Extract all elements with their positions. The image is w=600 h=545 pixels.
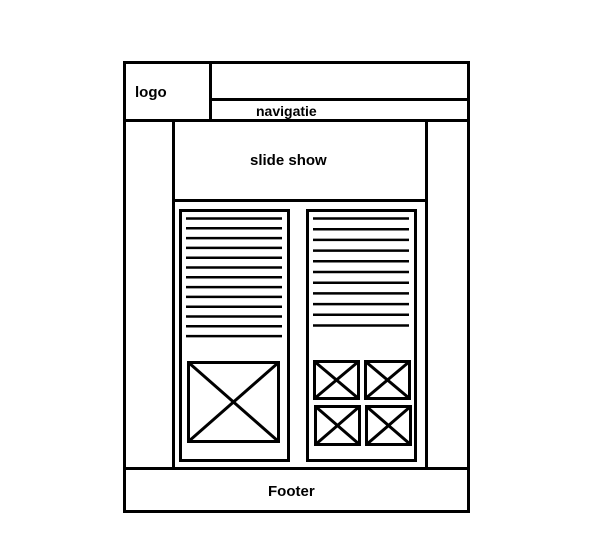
navigation-label: navigatie: [256, 103, 317, 119]
content-area: [124, 120, 469, 470]
right-image-placeholder: [314, 405, 361, 446]
footer-label: Footer: [268, 483, 315, 500]
right-image-placeholder: [365, 405, 412, 446]
left-image-placeholder: [187, 361, 280, 443]
left-column: [179, 209, 290, 462]
right-text-lines: [313, 217, 409, 327]
right-image-placeholder: [313, 360, 360, 400]
image-placeholder-cross: [364, 360, 411, 400]
right-image-placeholder: [364, 360, 411, 400]
image-placeholder-frame: [313, 360, 360, 400]
image-placeholder-cross: [187, 361, 280, 443]
image-placeholder-frame: [364, 360, 411, 400]
left-column-frame: [179, 209, 290, 462]
slideshow-label: slide show: [250, 152, 327, 169]
logo-label: logo: [135, 84, 167, 101]
right-column-frame: [306, 209, 417, 462]
image-placeholder-cross: [365, 405, 412, 446]
image-placeholder-frame: [365, 405, 412, 446]
right-column: [306, 209, 417, 462]
left-text-lines: [186, 217, 282, 338]
image-placeholder-frame: [314, 405, 361, 446]
image-placeholder-cross: [314, 405, 361, 446]
header: [124, 62, 469, 122]
image-placeholder-frame: [187, 361, 280, 443]
image-placeholder-cross: [313, 360, 360, 400]
page-frame: [123, 61, 470, 513]
